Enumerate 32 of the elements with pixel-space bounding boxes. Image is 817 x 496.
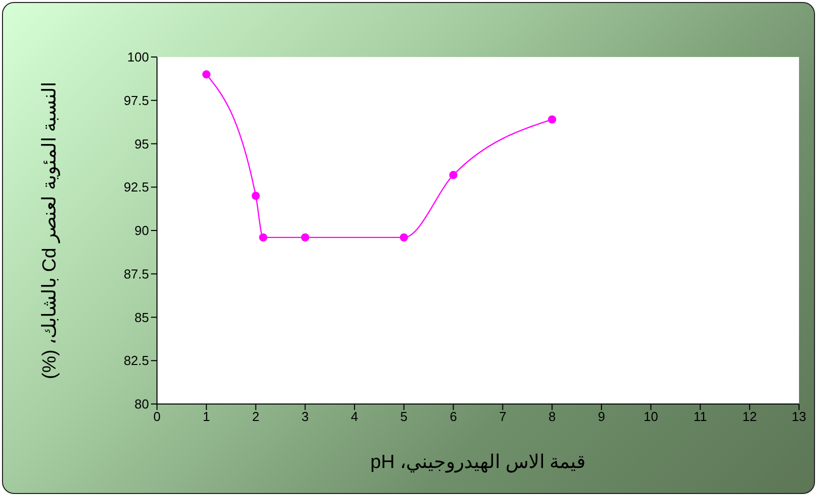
y-tick-label: 92.5 <box>124 180 149 195</box>
x-tick-label: 4 <box>350 409 358 424</box>
x-tick-label: 2 <box>252 409 260 424</box>
x-tick-label: 13 <box>792 409 806 424</box>
point <box>259 233 268 242</box>
y-tick-label: 97.5 <box>124 92 149 108</box>
x-tick-label: 8 <box>548 409 556 424</box>
x-tick-label: 1 <box>202 409 210 424</box>
point <box>202 70 210 78</box>
point <box>400 233 408 242</box>
point <box>449 170 458 180</box>
y-tick-label: 95 <box>134 136 149 152</box>
x-tick-label: 5 <box>400 409 408 424</box>
point <box>252 192 260 200</box>
y-tick-label: 82.5 <box>124 353 149 368</box>
point <box>301 233 310 242</box>
x-tick-label: 12 <box>742 409 757 424</box>
x-tick-label: 6 <box>450 409 457 424</box>
x-tick-label: 3 <box>302 409 309 424</box>
x-tick-label: 11 <box>693 409 707 424</box>
y-tick-label: 90 <box>134 223 149 238</box>
y-tick-label: 80 <box>134 396 149 412</box>
point <box>548 115 556 124</box>
x-axis-title: قيمة الاس الهيدروجيني، pH <box>370 452 586 473</box>
y-tick-label: 85 <box>134 310 149 325</box>
y-axis-title: النسبة المئوية لعنصر Cd بالشابك، (%) <box>40 82 61 380</box>
x-tick-label: 10 <box>644 409 658 424</box>
x-tick-label: 0 <box>153 409 161 424</box>
y-tick-label: 100 <box>127 50 149 65</box>
x-tick-label: 9 <box>598 409 606 424</box>
x-tick-label: 7 <box>499 409 506 424</box>
y-tick-label: 87.5 <box>124 266 149 282</box>
